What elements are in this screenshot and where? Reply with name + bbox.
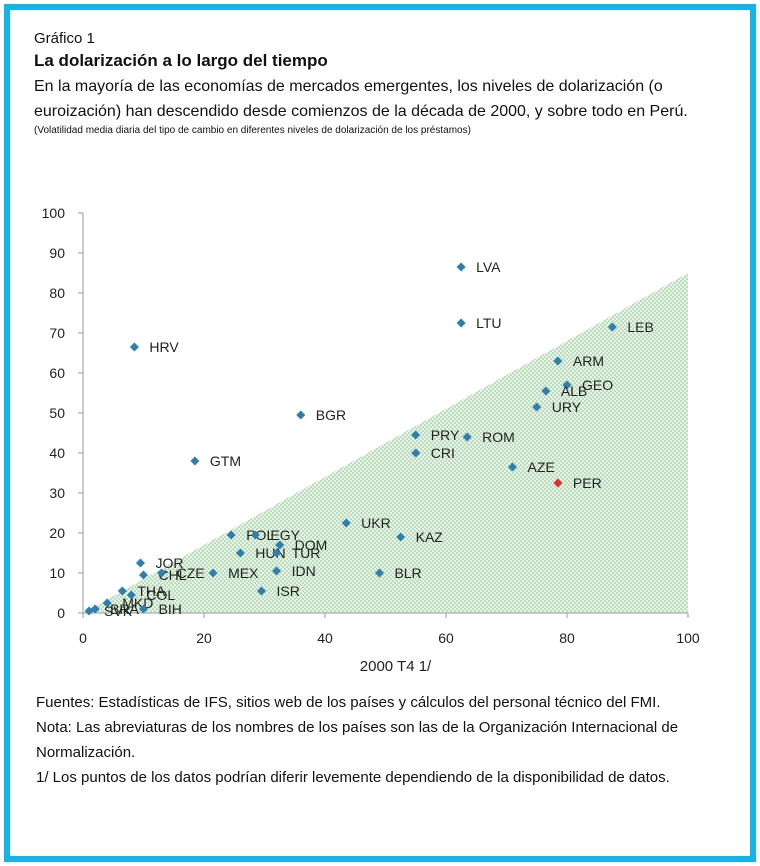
data-point — [374, 568, 384, 578]
x-tick-label: 80 — [559, 630, 575, 646]
x-tick-label: 40 — [317, 630, 333, 646]
figure-label: Gráfico 1 — [34, 30, 95, 47]
y-tick-label: 50 — [49, 405, 65, 421]
point-label: ROM — [482, 429, 515, 445]
point-label: LVA — [476, 259, 501, 275]
y-tick-label: 10 — [49, 565, 65, 581]
point-label: TUR — [292, 545, 321, 561]
point-label: BGR — [316, 407, 346, 423]
point-label: POL — [246, 527, 274, 543]
point-label: UKR — [361, 515, 391, 531]
data-point — [275, 540, 285, 550]
y-tick-label: 100 — [42, 205, 66, 221]
y-tick-label: 30 — [49, 485, 65, 501]
point-label: THA — [137, 583, 166, 599]
point-label: IDN — [292, 563, 316, 579]
point-label: CHL — [159, 567, 187, 583]
point-label: JOR — [155, 555, 183, 571]
point-label: ALB — [561, 383, 587, 399]
x-tick-label: 60 — [438, 630, 454, 646]
point-label: PER — [573, 475, 602, 491]
chart-note: (Volatilidad media diaria del tipo de ca… — [34, 125, 471, 136]
point-label: ARM — [573, 353, 604, 369]
y-tick-label: 0 — [57, 605, 65, 621]
header: Gráfico 1 La dolarización a lo largo del… — [34, 30, 734, 138]
point-label: GEO — [582, 377, 613, 393]
data-point — [456, 262, 466, 272]
data-point — [456, 318, 466, 328]
y-tick-label: 60 — [49, 365, 65, 381]
footer-note: Nota: Las abreviaturas de los nombres de… — [36, 719, 679, 761]
point-label: PRY — [431, 427, 460, 443]
point-label: URY — [552, 399, 582, 415]
point-label: EGY — [270, 527, 300, 543]
footer-footnote: 1/ Los puntos de los datos podrían difer… — [36, 769, 670, 786]
y-tick-label: 40 — [49, 445, 65, 461]
point-label: ISR — [276, 583, 299, 599]
data-point — [296, 410, 306, 420]
point-label: GTM — [210, 453, 241, 469]
point-label: SVK — [104, 603, 133, 619]
data-point — [250, 530, 260, 540]
data-point — [135, 558, 146, 568]
data-point — [190, 456, 200, 466]
point-label: CRI — [431, 445, 455, 461]
shaded-region — [83, 273, 688, 613]
y-tick-label: 90 — [49, 245, 65, 261]
point-label: LTU — [476, 315, 501, 331]
point-label: KAZ — [416, 529, 444, 545]
point-label: LEB — [627, 319, 653, 335]
data-point — [396, 532, 406, 542]
point-label: HRV — [149, 339, 179, 355]
y-tick-label: 20 — [49, 525, 65, 541]
data-point — [256, 586, 267, 596]
point-label: CZE — [177, 565, 205, 581]
data-point — [226, 530, 236, 540]
point-label: DOM — [295, 537, 328, 553]
point-label: AZE — [528, 459, 555, 475]
footer: Fuentes: Estadísticas de IFS, sitios web… — [36, 690, 736, 790]
chart-title: La dolarización a lo largo del tiempo — [34, 51, 328, 70]
point-label: MEX — [228, 565, 259, 581]
x-axis-label: 2000 T4 1/ — [360, 658, 432, 675]
footer-sources: Fuentes: Estadísticas de IFS, sitios web… — [36, 694, 661, 711]
point-label: COL — [146, 587, 175, 603]
y-tick-label: 70 — [49, 325, 65, 341]
point-label: BRA — [110, 601, 139, 617]
chart-subtitle: En la mayoría de las economías de mercad… — [34, 78, 688, 120]
x-tick-label: 100 — [676, 630, 700, 646]
data-point — [129, 342, 139, 352]
data-point — [272, 548, 282, 558]
x-tick-label: 0 — [79, 630, 87, 646]
data-point — [272, 566, 282, 576]
y-tick-label: 80 — [49, 285, 65, 301]
point-label: BLR — [394, 565, 421, 581]
point-label: BIH — [159, 601, 182, 617]
x-tick-label: 20 — [196, 630, 212, 646]
point-label: HUN — [255, 545, 285, 561]
